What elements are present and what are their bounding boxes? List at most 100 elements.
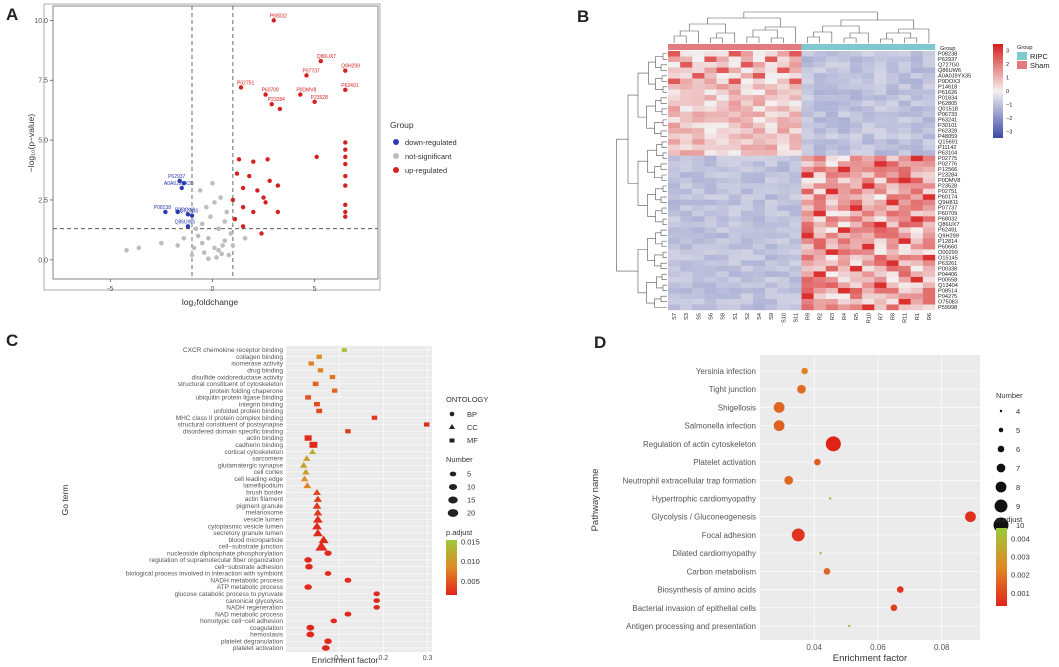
heatmap-cell xyxy=(740,298,754,305)
heatmap-colorbar xyxy=(993,44,1003,138)
heatmap-cell xyxy=(922,243,936,250)
heatmap-cell xyxy=(850,216,863,223)
a-point-label: P02751 xyxy=(237,80,254,86)
heatmap-row-label: P00338 xyxy=(938,266,957,272)
heatmap-cell xyxy=(728,73,742,79)
heatmap-cell xyxy=(801,304,814,311)
heatmap-cell xyxy=(910,117,924,123)
heatmap-cell xyxy=(837,293,851,300)
heatmap-cell xyxy=(789,122,802,129)
heatmap-cell xyxy=(728,287,742,294)
heatmap-row-label: P04406 xyxy=(938,272,957,278)
heatmap-cell xyxy=(910,177,924,184)
heatmap-cell xyxy=(765,260,778,267)
dendrogram-branch xyxy=(688,23,726,33)
c-colorbar-tick: 0.010 xyxy=(461,557,480,566)
heatmap-cell xyxy=(837,84,851,90)
dendrogram-branch xyxy=(616,138,638,272)
heatmap-cell xyxy=(837,51,851,57)
dendrogram-branch xyxy=(898,28,930,43)
heatmap-cell xyxy=(874,194,887,200)
dendrogram-branch xyxy=(679,30,699,43)
heatmap-cell xyxy=(813,78,826,85)
go-term-label: nucleoside diphosphate phosphorylation xyxy=(167,550,283,557)
heatmap-cell xyxy=(862,139,875,145)
heatmap-cell xyxy=(862,51,875,57)
heatmap-cell xyxy=(910,254,924,261)
a-point-up xyxy=(251,209,256,215)
heatmap-cell xyxy=(874,139,887,145)
dendrogram-branch xyxy=(660,130,667,137)
heatmap-cell xyxy=(874,84,887,90)
heatmap-cell xyxy=(728,144,742,151)
heatmap-cell xyxy=(692,265,705,272)
a-point-label: Q86UX7 xyxy=(317,54,336,60)
heatmap-cell xyxy=(668,111,681,118)
heatmap-cell xyxy=(813,227,826,234)
go-term-label: CXCR chemokine receptor binding xyxy=(183,347,283,354)
heatmap-cell xyxy=(813,254,826,261)
heatmap-cell xyxy=(886,139,899,145)
pathway-point xyxy=(797,384,806,394)
heatmap-cell xyxy=(898,128,911,134)
heatmap-cell xyxy=(801,249,814,256)
heatmap-col-label: R5 xyxy=(854,313,860,320)
heatmap-cell xyxy=(728,106,742,112)
go-term-label: cell−substrate junction xyxy=(219,544,284,551)
heatmap-cell xyxy=(862,282,875,289)
heatmap-row-label: P63261 xyxy=(938,261,957,267)
heatmap-row-label: P08238 xyxy=(938,51,957,57)
heatmap-cell xyxy=(716,150,729,156)
heatmap-cell xyxy=(874,282,887,289)
a-point-up xyxy=(230,197,236,203)
heatmap-cell xyxy=(728,210,742,217)
heatmap-col-label: R11 xyxy=(903,313,909,323)
heatmap-cell xyxy=(874,100,887,107)
heatmap-cell xyxy=(813,122,826,129)
heatmap-row-label: P60660 xyxy=(938,244,957,250)
heatmap-cell xyxy=(837,106,851,112)
heatmap-cell xyxy=(910,56,924,63)
heatmap-cell xyxy=(716,128,729,134)
panel-a-legend-title: Group xyxy=(390,120,414,130)
heatmap-cell xyxy=(704,95,717,101)
heatmap-cell xyxy=(668,122,681,129)
pathway-point xyxy=(784,475,794,485)
go-point-bp xyxy=(306,631,315,638)
heatmap-cell xyxy=(886,155,899,162)
heatmap-cell xyxy=(704,100,717,107)
heatmap-cell xyxy=(777,227,790,234)
heatmap-cell xyxy=(825,254,839,261)
heatmap-cell xyxy=(801,188,814,195)
heatmap-cell xyxy=(910,73,924,79)
heatmap-cell xyxy=(825,62,839,68)
heatmap-cell xyxy=(728,117,742,123)
heatmap-cell xyxy=(825,183,839,189)
a-point-ns xyxy=(189,252,195,258)
heatmap-cell xyxy=(740,243,754,250)
heatmap-cell xyxy=(752,205,766,212)
heatmap-cell xyxy=(910,62,924,68)
heatmap-cell xyxy=(752,117,766,123)
heatmap-cell xyxy=(886,183,899,189)
heatmap-cell xyxy=(910,216,924,223)
heatmap-row-label: P00558 xyxy=(938,277,957,283)
pathway-label: Bacterial invasion of epithelial cells xyxy=(632,604,756,613)
heatmap-cell xyxy=(740,238,754,245)
heatmap-cell xyxy=(874,271,887,278)
heatmap-cell xyxy=(886,271,899,278)
ontology-mf-symbol xyxy=(449,438,455,443)
heatmap-cell xyxy=(825,199,839,206)
dendrogram-branch xyxy=(661,75,667,82)
a-ytick-3: 7.5 xyxy=(38,78,48,85)
heatmap-cell xyxy=(922,100,936,107)
heatmap-cell xyxy=(680,84,693,90)
heatmap-cell xyxy=(862,78,875,85)
heatmap-cell xyxy=(680,287,693,294)
heatmap-cell xyxy=(740,78,754,85)
heatmap-cell xyxy=(692,133,705,140)
panel-c-go-dotplot: CXCR chemokine receptor bindingcollagen … xyxy=(60,346,488,665)
heatmap-cell xyxy=(728,172,742,178)
heatmap-cell xyxy=(777,271,790,278)
heatmap-cell xyxy=(922,161,936,167)
